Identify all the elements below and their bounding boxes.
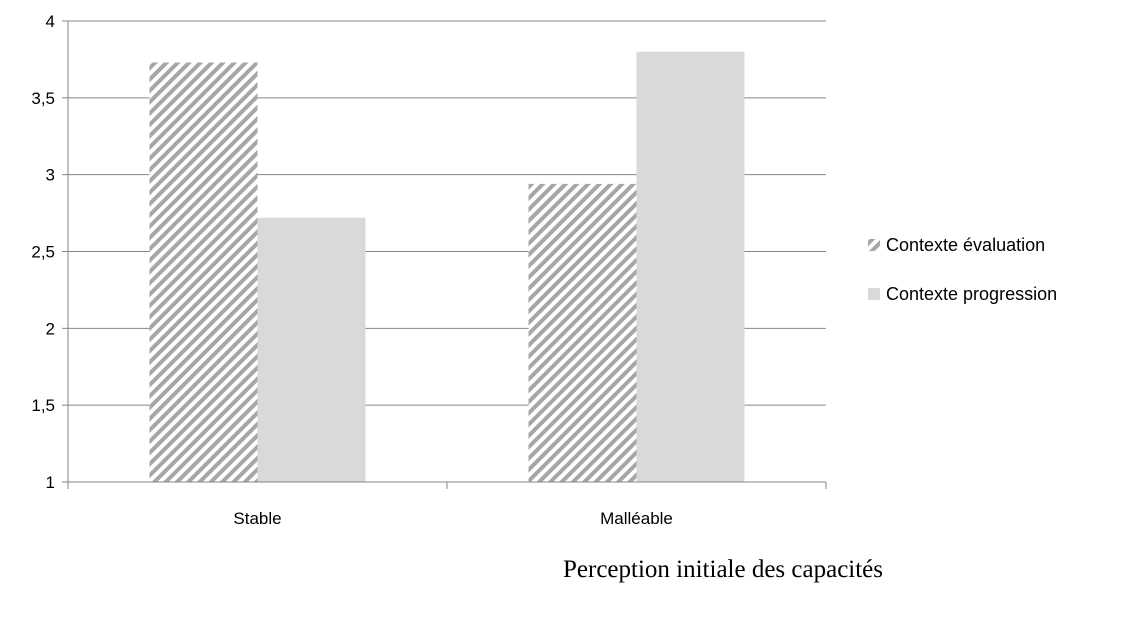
- legend-label: Contexte évaluation: [886, 235, 1045, 255]
- bar-evaluation-0: [149, 62, 258, 483]
- legend: Contexte évaluation Contexte progression: [868, 235, 1057, 304]
- bar-progression-1: [636, 51, 745, 482]
- x-tick-label: Stable: [233, 509, 281, 528]
- bar-progression-0: [257, 217, 366, 482]
- legend-swatch: [868, 288, 880, 300]
- y-tick-label: 3: [46, 166, 55, 185]
- x-tick-label: Malléable: [600, 509, 673, 528]
- legend-label: Contexte progression: [886, 284, 1057, 304]
- bar-evaluation-1: [528, 183, 637, 483]
- legend-swatch: [868, 239, 880, 251]
- y-tick-label: 2: [46, 319, 55, 338]
- y-tick-label: 2,5: [31, 243, 55, 262]
- y-tick-label: 3,5: [31, 89, 55, 108]
- y-tick-label: 4: [46, 12, 55, 31]
- y-axis: 1 1,5 2 2,5 3 3,5 4: [31, 12, 69, 492]
- y-tick-label: 1,5: [31, 396, 55, 415]
- x-axis-title: Perception initiale des capacités: [563, 556, 884, 583]
- x-axis: Stable Malléable: [67, 481, 827, 528]
- y-tick-label: 1: [46, 473, 55, 492]
- bars: [149, 51, 745, 483]
